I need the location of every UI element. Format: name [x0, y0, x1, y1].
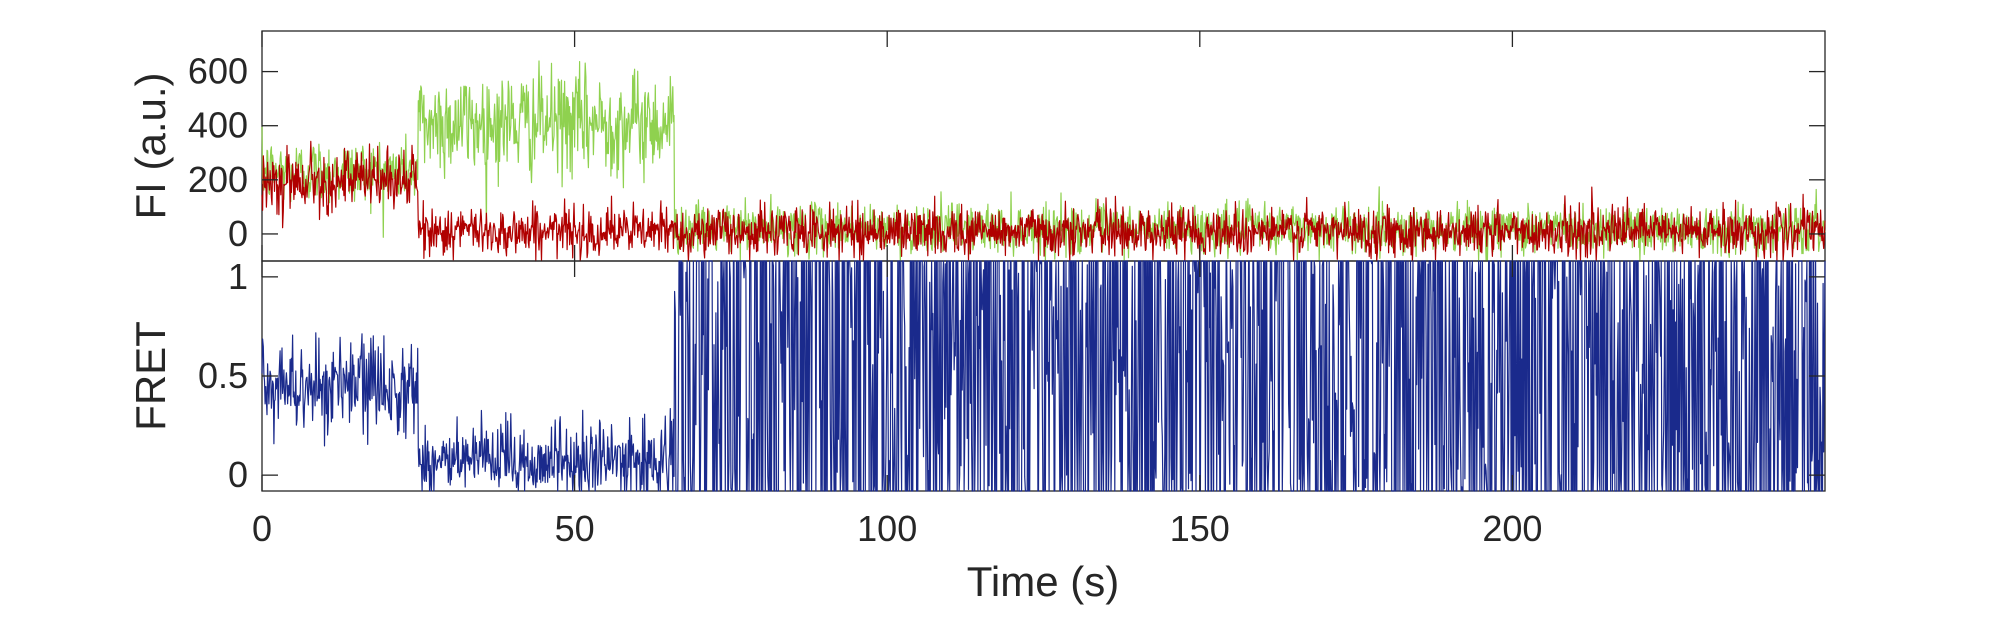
fret-y-tick-label: 0 — [228, 454, 248, 495]
fluorescence-y-ticks: 0 200 400 600 — [188, 31, 1825, 261]
fret-y-tick-label: 0.5 — [198, 355, 248, 396]
time-x-tick-label: 100 — [857, 508, 917, 549]
time-x-tick-label: 150 — [1170, 508, 1230, 549]
time-x-ticks: 0 50 100 150 200 — [252, 261, 1542, 549]
fluorescence-series-1-line — [261, 140, 1826, 262]
time-x-tick-label: 0 — [252, 508, 272, 549]
time-x-tick-label: 200 — [1482, 508, 1542, 549]
fluorescence-y-tick-label: 400 — [188, 105, 248, 146]
fret-series-0-line — [261, 260, 1826, 492]
fret-panel: 00.51 0 50 100 150 200 FRET Time (s) — [127, 256, 1826, 605]
fluorescence-y-axis-label: FI (a.u.) — [127, 72, 174, 219]
fret-y-ticks: 00.51 — [198, 256, 1825, 495]
fret-traces — [261, 260, 1826, 492]
time-x-tick-label: 50 — [555, 508, 595, 549]
fluorescence-panel: 0 200 400 600 FI (a.u.) — [127, 30, 1826, 262]
fluorescence-y-tick-label: 200 — [188, 159, 248, 200]
time-x-axis-label: Time (s) — [967, 558, 1119, 605]
fluorescence-y-tick-label: 600 — [188, 51, 248, 92]
fret-y-tick-label: 1 — [228, 256, 248, 297]
fluorescence-y-tick-label: 0 — [228, 213, 248, 254]
fluorescence-traces — [261, 60, 1826, 262]
fret-y-axis-label: FRET — [127, 321, 174, 431]
